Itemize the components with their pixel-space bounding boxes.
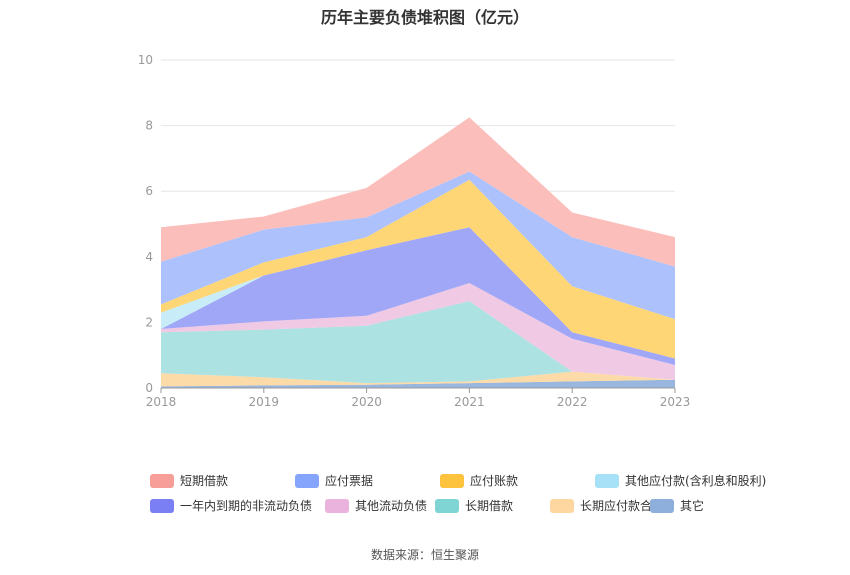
y-tick-label: 8 [145,119,153,133]
y-tick-label: 0 [145,381,153,395]
legend-label: 其它 [680,499,705,513]
legend-item[interactable]: 应付票据 [295,472,373,489]
legend-item[interactable]: 其它 [650,497,704,514]
x-tick-label: 2021 [454,395,485,409]
legend-label: 其他流动负债 [355,499,428,513]
legend-item[interactable]: 长期借款 [435,497,513,514]
legend-label: 长期应付款合计 [580,499,665,513]
x-tick-label: 2023 [660,395,691,409]
y-tick-label: 6 [145,184,153,198]
legend-swatch [150,473,174,488]
legend-item[interactable]: 长期应付款合计 [550,497,664,514]
legend-swatch [150,498,174,513]
x-tick-label: 2020 [351,395,382,409]
legend-swatch [595,473,619,488]
y-tick-label: 10 [138,53,153,67]
legend-label: 应付票据 [325,474,374,488]
legend-item[interactable]: 其他应付款(含利息和股利) [595,472,766,489]
x-tick-label: 2018 [146,395,177,409]
legend-item[interactable]: 一年内到期的非流动负债 [150,497,312,514]
legend-swatch [440,473,464,488]
legend-label: 其他应付款(含利息和股利) [625,474,767,488]
legend-swatch [325,498,349,513]
legend-item[interactable]: 短期借款 [150,472,228,489]
legend-label: 一年内到期的非流动负债 [180,499,313,513]
x-tick-label: 2022 [557,395,588,409]
legend-label: 短期借款 [180,474,229,488]
area-series-4 [161,227,675,365]
chart-title: 历年主要负债堆积图（亿元） [320,8,529,27]
area-series-7 [161,171,675,320]
area-series-6 [161,179,675,359]
legend-item[interactable]: 其他流动负债 [325,497,427,514]
area-series-2 [161,301,675,384]
data-source-note: 数据来源：恒生聚源 [370,548,479,562]
area-series-8 [161,117,675,267]
legend-swatch [550,498,574,513]
area-series-3 [161,283,675,380]
legend-swatch [435,498,459,513]
legend-item[interactable]: 应付账款 [440,472,518,489]
legend-swatch [650,498,674,513]
area-series-1 [161,371,675,387]
y-tick-label: 4 [145,250,153,264]
legend-swatch [295,473,319,488]
legend-label: 应付账款 [470,474,519,488]
area-series-0 [161,379,675,388]
y-tick-label: 2 [145,315,153,329]
x-tick-label: 2019 [249,395,280,409]
legend-label: 长期借款 [465,499,514,513]
